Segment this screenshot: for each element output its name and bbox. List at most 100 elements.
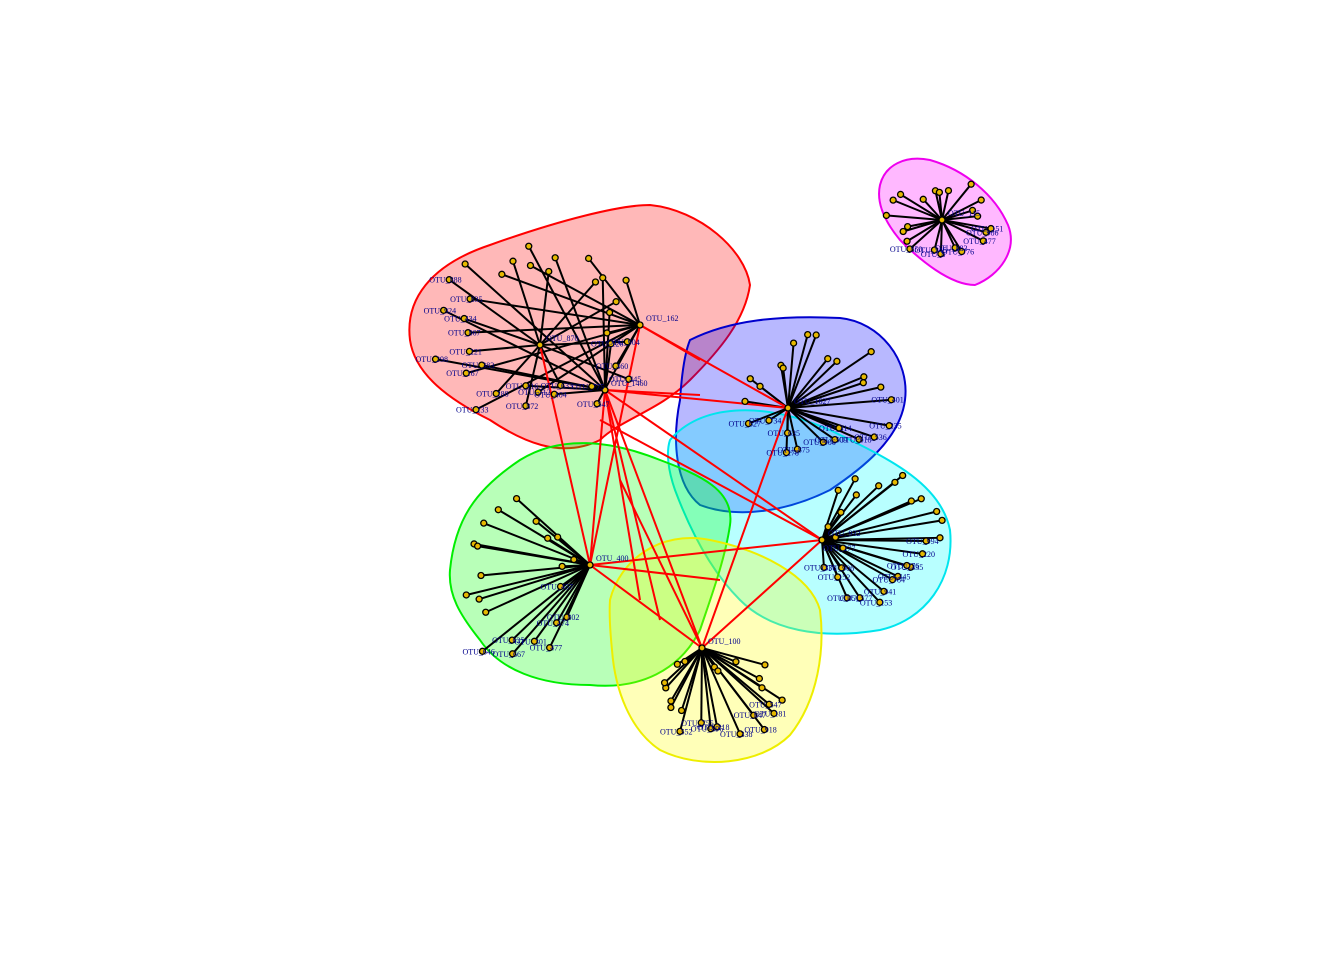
hub-label: OTU_400 xyxy=(596,554,628,563)
otu-label: OTU_404 xyxy=(534,390,566,399)
edge-magenta xyxy=(933,219,943,251)
otu-node xyxy=(599,274,607,282)
otu-node xyxy=(556,582,565,591)
otu-node xyxy=(835,424,843,432)
otu-node xyxy=(882,211,891,220)
otu-label: OTU_445 xyxy=(878,572,910,581)
inter-module-edge xyxy=(701,407,789,649)
otu-node xyxy=(860,373,868,381)
edge-cyan xyxy=(821,539,923,555)
edge-cyan xyxy=(821,539,844,549)
otu-node xyxy=(550,390,558,398)
otu-node xyxy=(856,594,864,602)
edge-yellow xyxy=(701,647,712,729)
otu-node xyxy=(758,684,766,692)
otu-node xyxy=(558,562,566,571)
inter-module-edge xyxy=(589,389,606,566)
hub-label: OTU_115 xyxy=(948,209,980,218)
edge-magenta xyxy=(939,219,943,254)
otu-label: OTU_547 xyxy=(577,400,609,409)
edge-red xyxy=(448,278,541,346)
otu-node xyxy=(889,196,897,204)
edge-magenta xyxy=(892,199,943,221)
module-hull-cyan xyxy=(666,409,952,635)
edge-blue xyxy=(787,407,840,429)
edge-cyan xyxy=(821,494,858,541)
inter-module-edge xyxy=(589,539,823,566)
edge-cyan xyxy=(821,474,904,541)
otu-label: OTU_288 xyxy=(476,390,508,399)
inter-module-edges xyxy=(539,324,823,649)
otu-label: OTU_633 xyxy=(541,381,573,390)
hub-label: OTU_1460 xyxy=(611,379,647,388)
edge-red xyxy=(604,312,611,391)
otu-label: OTU_536 xyxy=(854,433,886,442)
edge-cyan xyxy=(821,539,825,568)
otu-label: OTU_434 xyxy=(444,315,476,324)
otu-node xyxy=(888,576,897,584)
otu-label: OTU_233 xyxy=(456,406,488,415)
otu-node xyxy=(465,347,474,356)
otu-node xyxy=(556,381,565,390)
otu-node xyxy=(937,250,945,258)
otu-node xyxy=(936,534,944,542)
otu-label: OTU_775 xyxy=(572,382,604,391)
otu-node xyxy=(498,270,506,278)
edge-blue xyxy=(782,367,789,409)
otu-node xyxy=(935,188,944,197)
otu-label: OTU_941 xyxy=(864,587,896,596)
edge-cyan xyxy=(821,539,881,604)
otu-label: OTU_547 xyxy=(749,700,781,709)
edge-yellow xyxy=(701,647,775,715)
otu-node xyxy=(876,598,884,606)
otu-node xyxy=(779,364,787,372)
inter-module-edge xyxy=(619,479,703,649)
otu-label: OTU_126 xyxy=(591,340,623,349)
edge-magenta xyxy=(907,219,943,228)
edge-magenta xyxy=(941,183,972,221)
otu-node xyxy=(906,245,914,253)
otu-node xyxy=(612,362,620,370)
otu-node xyxy=(591,278,600,286)
otu-node xyxy=(625,375,633,383)
otu-node xyxy=(462,369,470,377)
otu-node xyxy=(951,244,959,252)
otu-node xyxy=(593,400,601,408)
otu-node xyxy=(673,660,681,668)
otu-node xyxy=(843,594,851,602)
otu-node xyxy=(462,591,470,599)
edge-magenta xyxy=(909,219,943,250)
otu-label: OTU_552 xyxy=(660,727,692,736)
otu-label: OTU_994 xyxy=(906,537,938,546)
edge-blue xyxy=(787,407,799,450)
otu-label: OTU_712 xyxy=(518,388,550,397)
edge-cyan xyxy=(821,497,922,541)
edge-red xyxy=(469,297,641,326)
hub-label: OTU_100 xyxy=(708,637,740,646)
otu-label: OTU_277 xyxy=(823,544,855,553)
edge-green xyxy=(548,564,591,649)
otu-node xyxy=(530,637,539,645)
otu-node xyxy=(859,379,867,387)
edge-yellow xyxy=(670,647,703,702)
otu-node xyxy=(563,613,571,621)
otu-label: OTU_625 xyxy=(492,636,524,645)
otu-node xyxy=(851,475,859,483)
otu-node xyxy=(894,572,902,581)
edge-green xyxy=(485,564,591,614)
otu-node xyxy=(770,709,778,718)
hub-label: OTU_1627 xyxy=(794,397,830,406)
edge-magenta xyxy=(900,193,943,221)
otu-node xyxy=(532,517,540,525)
otu-node xyxy=(713,723,721,731)
otu-node xyxy=(968,206,977,215)
otu-node xyxy=(782,448,791,457)
otu-node xyxy=(681,657,689,666)
edge-cyan xyxy=(821,536,940,541)
otu-label: OTU_8 xyxy=(921,250,945,259)
inter-module-edge xyxy=(589,564,721,581)
otu-label: OTU_167 xyxy=(446,369,478,378)
otu-node xyxy=(544,534,552,542)
otu-node xyxy=(765,416,773,425)
otu-node xyxy=(570,555,578,564)
